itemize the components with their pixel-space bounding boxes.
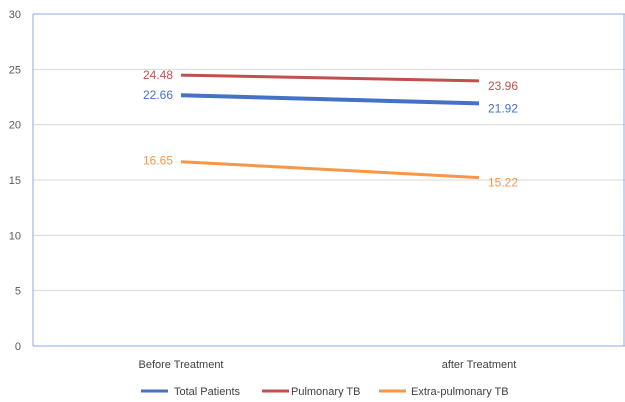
data-label-s0-p1: 21.92 bbox=[488, 101, 518, 115]
series-line-1 bbox=[180, 73, 480, 83]
data-label-s2-p1: 15.22 bbox=[488, 176, 518, 190]
series-line-0 bbox=[180, 93, 480, 106]
data-label-s1-p0: 24.48 bbox=[143, 68, 173, 82]
data-label-s0-p0: 22.66 bbox=[143, 88, 173, 102]
legend-label-2: Extra-pulmonary TB bbox=[411, 386, 509, 398]
data-labels: 22.66 21.92 24.48 23.96 16.65 15.22 bbox=[143, 68, 518, 189]
x-category-label-1: after Treatment bbox=[442, 359, 517, 371]
x-category-label-0: Before Treatment bbox=[139, 359, 224, 371]
y-tick-label-20: 20 bbox=[9, 120, 21, 132]
axes: 0 5 10 15 20 25 30 Before Treatment after Treatm… bbox=[9, 9, 625, 371]
y-tick-label-0: 0 bbox=[15, 341, 21, 353]
y-tick-label-25: 25 bbox=[9, 64, 21, 76]
series-lines bbox=[180, 73, 480, 180]
gridlines bbox=[33, 13, 625, 292]
y-tick-label-5: 5 bbox=[15, 286, 21, 298]
y-tick-label-15: 15 bbox=[9, 175, 21, 187]
legend: Total Patients Pulmonary TB Extra-pulmonar… bbox=[141, 386, 509, 398]
series-line-2 bbox=[180, 160, 480, 180]
legend-label-0: Total Patients bbox=[174, 386, 241, 398]
data-label-s2-p0: 16.65 bbox=[143, 154, 173, 168]
y-tick-label-10: 10 bbox=[9, 230, 21, 242]
legend-label-1: Pulmonary TB bbox=[291, 386, 361, 398]
data-label-s1-p1: 23.96 bbox=[488, 79, 518, 93]
y-tick-label-30: 30 bbox=[9, 9, 21, 21]
